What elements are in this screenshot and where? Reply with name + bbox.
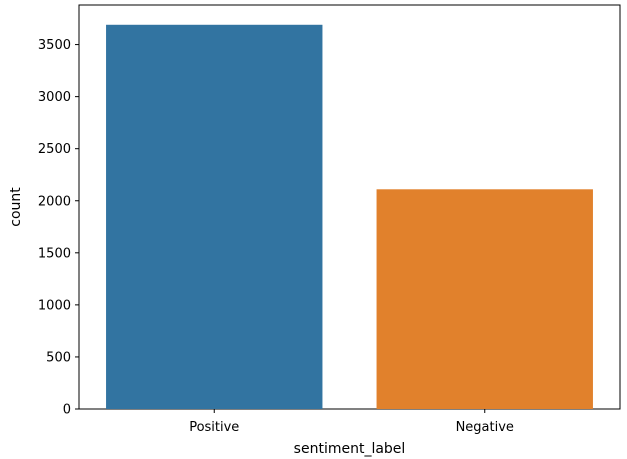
y-tick-label: 3000 bbox=[38, 90, 71, 105]
y-axis-ticks: 0 500 1000 1500 2000 2500 3000 3500 bbox=[38, 38, 79, 418]
y-tick-label: 2000 bbox=[38, 194, 71, 209]
y-axis-title: count bbox=[8, 187, 24, 227]
y-tick-label: 3500 bbox=[38, 38, 71, 53]
plot-area-frame bbox=[78, 4, 621, 410]
y-tick-label: 1500 bbox=[38, 246, 71, 261]
bar-positive bbox=[106, 24, 323, 409]
y-tick-label: 2500 bbox=[38, 142, 71, 157]
bars bbox=[106, 24, 593, 409]
y-tick-label: 0 bbox=[63, 403, 71, 418]
x-axis-ticks: Positive Negative bbox=[189, 409, 514, 435]
y-tick-label: 500 bbox=[46, 350, 71, 365]
x-tick-label: Positive bbox=[189, 420, 239, 435]
x-tick-label: Negative bbox=[456, 420, 514, 435]
x-axis-title: sentiment_label bbox=[294, 441, 406, 457]
y-tick-label: 1000 bbox=[38, 298, 71, 313]
bar-negative bbox=[376, 189, 593, 409]
